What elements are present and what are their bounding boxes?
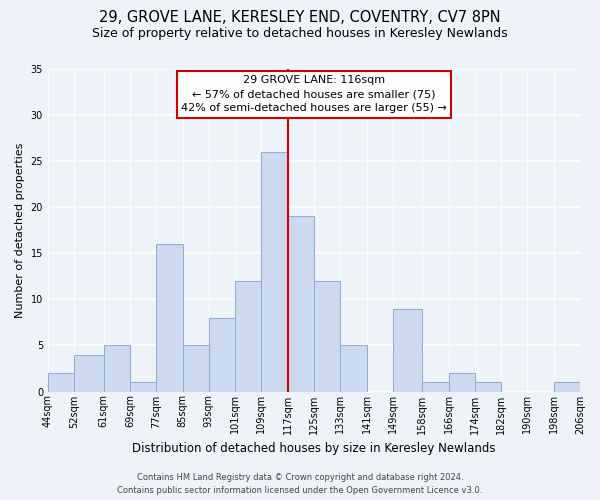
Bar xyxy=(287,216,314,392)
Bar xyxy=(393,308,422,392)
Text: 29, GROVE LANE, KERESLEY END, COVENTRY, CV7 8PN: 29, GROVE LANE, KERESLEY END, COVENTRY, … xyxy=(99,10,501,25)
Bar xyxy=(422,382,449,392)
Bar xyxy=(554,382,580,392)
Bar xyxy=(182,346,209,392)
Text: Size of property relative to detached houses in Keresley Newlands: Size of property relative to detached ho… xyxy=(92,28,508,40)
Text: Contains HM Land Registry data © Crown copyright and database right 2024.
Contai: Contains HM Land Registry data © Crown c… xyxy=(118,474,482,495)
Bar xyxy=(74,354,104,392)
Bar xyxy=(262,152,287,392)
Bar xyxy=(104,346,130,392)
Bar xyxy=(130,382,157,392)
Bar xyxy=(475,382,501,392)
Bar xyxy=(157,244,182,392)
Bar xyxy=(209,318,235,392)
Y-axis label: Number of detached properties: Number of detached properties xyxy=(15,142,25,318)
X-axis label: Distribution of detached houses by size in Keresley Newlands: Distribution of detached houses by size … xyxy=(132,442,496,455)
Bar xyxy=(314,281,340,392)
Bar xyxy=(340,346,367,392)
Bar xyxy=(235,281,262,392)
Bar xyxy=(449,373,475,392)
Bar xyxy=(48,373,74,392)
Text: 29 GROVE LANE: 116sqm
← 57% of detached houses are smaller (75)
42% of semi-deta: 29 GROVE LANE: 116sqm ← 57% of detached … xyxy=(181,76,447,114)
